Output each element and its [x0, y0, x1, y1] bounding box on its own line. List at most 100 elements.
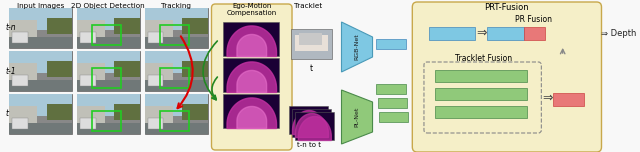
Bar [9, 94, 72, 134]
Bar [77, 51, 140, 73]
Bar [9, 63, 37, 81]
Text: ⇒ Depth: ⇒ Depth [600, 29, 636, 38]
Text: ⇒: ⇒ [476, 27, 486, 40]
Bar [77, 63, 105, 81]
Bar [115, 61, 140, 77]
Bar [9, 37, 72, 48]
FancyBboxPatch shape [412, 2, 602, 152]
Bar [47, 18, 72, 34]
Text: ⇒: ⇒ [542, 92, 552, 105]
Text: t-1: t-1 [6, 67, 17, 76]
Bar [145, 20, 173, 38]
Bar [295, 112, 333, 140]
Bar [77, 8, 140, 30]
FancyArrowPatch shape [212, 77, 218, 100]
Bar [524, 27, 545, 40]
Bar [92, 111, 121, 131]
Bar [145, 106, 173, 124]
Bar [47, 104, 72, 120]
Polygon shape [342, 90, 372, 144]
Bar [145, 94, 207, 134]
Text: t-n: t-n [6, 24, 17, 33]
Bar [145, 37, 207, 48]
Bar [160, 111, 189, 131]
Bar [12, 75, 28, 86]
Bar [77, 94, 140, 134]
FancyArrowPatch shape [203, 41, 218, 100]
Polygon shape [342, 22, 372, 72]
Bar [223, 94, 280, 128]
Bar [12, 118, 28, 129]
Bar [77, 123, 140, 134]
Bar [429, 27, 476, 40]
Bar [9, 51, 72, 91]
Bar [380, 112, 408, 122]
Bar [9, 8, 72, 48]
Bar [80, 118, 95, 129]
Bar [145, 94, 207, 116]
Bar [291, 29, 332, 59]
Bar [9, 51, 72, 73]
Bar [9, 106, 37, 124]
Bar [77, 80, 140, 91]
Bar [80, 75, 95, 86]
Bar [145, 51, 207, 91]
Bar [223, 58, 280, 92]
Bar [148, 32, 163, 43]
Bar [299, 33, 322, 45]
Text: t: t [6, 109, 9, 119]
Bar [292, 109, 331, 137]
Text: t: t [310, 64, 313, 73]
Bar [182, 61, 207, 77]
Text: PR Fusion: PR Fusion [515, 15, 552, 24]
Bar [553, 93, 584, 106]
Bar [9, 123, 72, 134]
Bar [378, 98, 407, 108]
Bar [435, 88, 527, 100]
Bar [9, 20, 37, 38]
Bar [295, 35, 328, 51]
Bar [12, 32, 28, 43]
Bar [9, 94, 72, 116]
Bar [145, 63, 173, 81]
Text: PL-Net: PL-Net [355, 107, 360, 127]
Bar [148, 118, 163, 129]
Bar [9, 8, 72, 30]
Bar [47, 61, 72, 77]
Bar [487, 27, 524, 40]
Bar [77, 8, 140, 48]
Bar [115, 18, 140, 34]
Bar [182, 18, 207, 34]
Text: PRT-Fusion: PRT-Fusion [484, 3, 529, 12]
Text: Ego-Motion
Compensation: Ego-Motion Compensation [227, 3, 277, 16]
Bar [92, 25, 121, 45]
Bar [148, 75, 163, 86]
Bar [77, 106, 105, 124]
Text: 2D Object Detection: 2D Object Detection [71, 3, 145, 9]
Bar [223, 22, 280, 56]
Bar [435, 70, 527, 82]
Bar [80, 32, 95, 43]
Bar [77, 37, 140, 48]
Bar [9, 80, 72, 91]
FancyBboxPatch shape [211, 4, 292, 150]
Text: Tracking: Tracking [161, 3, 191, 9]
Bar [376, 84, 406, 94]
Bar [92, 68, 121, 88]
FancyArrowPatch shape [177, 36, 193, 108]
Text: Tracklet Fusion: Tracklet Fusion [454, 54, 512, 63]
Bar [160, 25, 189, 45]
Bar [145, 51, 207, 73]
Bar [182, 104, 207, 120]
Bar [289, 106, 328, 134]
Bar [145, 8, 207, 48]
Bar [77, 20, 105, 38]
Text: t-n to t: t-n to t [296, 142, 321, 148]
Bar [145, 80, 207, 91]
Bar [145, 8, 207, 30]
Bar [435, 106, 527, 118]
Bar [145, 123, 207, 134]
Bar [77, 94, 140, 116]
Bar [376, 39, 406, 49]
Text: Input Images: Input Images [17, 3, 64, 9]
